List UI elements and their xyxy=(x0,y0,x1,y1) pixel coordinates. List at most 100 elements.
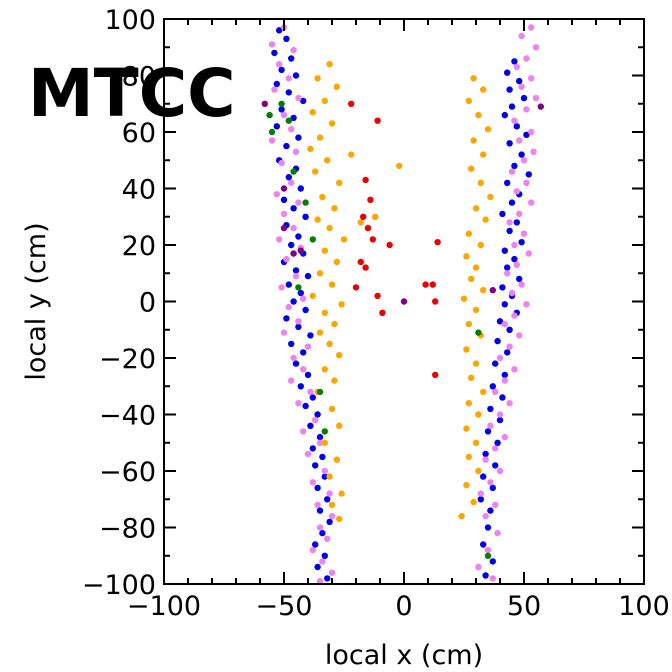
y-tick-label: 20 xyxy=(122,231,156,262)
data-point xyxy=(468,374,475,381)
y-tick-label: 0 xyxy=(139,288,156,319)
data-point xyxy=(280,329,288,336)
data-point xyxy=(288,126,295,133)
data-point xyxy=(518,32,525,40)
data-point xyxy=(482,456,489,463)
data-point xyxy=(372,213,379,220)
data-point xyxy=(302,306,309,314)
data-point xyxy=(511,366,518,373)
data-point xyxy=(273,123,280,130)
data-point xyxy=(494,439,501,446)
data-point xyxy=(511,117,518,124)
data-point xyxy=(492,462,499,469)
data-point xyxy=(463,425,470,432)
y-tick-label: −60 xyxy=(99,457,156,488)
data-point xyxy=(297,383,304,390)
data-point xyxy=(333,258,340,266)
data-point xyxy=(312,416,319,424)
data-point xyxy=(480,541,487,548)
data-point xyxy=(295,233,302,240)
y-tick-label: 80 xyxy=(122,62,156,93)
data-point xyxy=(321,366,328,373)
data-point xyxy=(530,148,537,155)
data-point xyxy=(470,75,477,82)
data-point xyxy=(278,284,285,291)
chart-title: MTCC xyxy=(28,55,236,132)
data-point xyxy=(268,128,276,136)
data-point xyxy=(484,546,492,554)
data-point xyxy=(348,100,355,108)
y-tick-label: −100 xyxy=(82,570,156,601)
data-point xyxy=(261,100,268,108)
data-point xyxy=(338,490,345,497)
y-tick-label: 40 xyxy=(122,175,156,206)
data-point xyxy=(292,360,300,367)
data-point xyxy=(492,501,499,509)
data-point xyxy=(523,301,530,308)
data-point xyxy=(357,219,364,226)
data-point xyxy=(280,210,288,218)
data-point xyxy=(326,473,333,480)
data-point xyxy=(324,535,331,542)
data-point xyxy=(520,157,528,164)
data-point xyxy=(309,445,316,452)
points-layer xyxy=(261,24,544,585)
data-point xyxy=(518,281,525,288)
data-point xyxy=(288,340,295,348)
data-point xyxy=(525,171,532,178)
data-point xyxy=(324,496,331,503)
data-point xyxy=(280,185,288,192)
data-point xyxy=(297,185,304,192)
data-point xyxy=(295,134,302,141)
data-point xyxy=(297,247,304,254)
data-point xyxy=(513,219,520,226)
data-point xyxy=(364,224,372,232)
data-point xyxy=(300,97,307,105)
data-point xyxy=(501,111,508,119)
data-point xyxy=(331,377,338,384)
y-axis-title: local y (cm) xyxy=(21,222,52,380)
data-point xyxy=(528,128,535,136)
ticks-layer: −100 −50 0 50 100 −100 −80 −60 −40 −20 0 20 40 60 80 10… xyxy=(82,5,670,622)
data-point xyxy=(520,94,528,102)
data-point xyxy=(324,157,331,164)
data-point xyxy=(362,264,369,271)
data-point xyxy=(280,111,288,119)
data-point xyxy=(316,134,324,141)
data-point xyxy=(319,529,326,537)
data-point xyxy=(518,83,525,91)
data-point xyxy=(292,272,300,280)
data-point xyxy=(309,394,316,401)
data-point xyxy=(506,140,513,147)
data-point xyxy=(492,360,499,367)
data-point xyxy=(463,253,470,260)
data-point xyxy=(506,400,513,407)
data-point xyxy=(516,210,523,218)
data-point xyxy=(283,315,290,322)
data-point xyxy=(434,239,441,246)
data-point xyxy=(511,241,518,249)
data-point xyxy=(482,450,489,458)
data-point xyxy=(278,66,285,74)
data-point xyxy=(465,400,472,407)
x-tick-label: 100 xyxy=(618,591,670,622)
data-point xyxy=(518,239,525,246)
data-point xyxy=(369,236,376,243)
data-point xyxy=(484,428,492,435)
data-point xyxy=(276,236,283,243)
data-point xyxy=(511,312,518,319)
data-point xyxy=(504,349,511,356)
y-tick-label: −80 xyxy=(99,514,156,545)
data-point xyxy=(283,255,290,263)
data-point xyxy=(475,467,482,475)
data-point xyxy=(338,301,345,308)
data-point xyxy=(300,366,307,373)
data-point xyxy=(290,114,297,122)
data-point xyxy=(511,58,518,65)
data-point xyxy=(288,377,295,384)
x-tick-label: −100 xyxy=(127,591,201,622)
data-point xyxy=(520,230,528,237)
data-point xyxy=(470,137,477,144)
data-point xyxy=(501,371,508,379)
